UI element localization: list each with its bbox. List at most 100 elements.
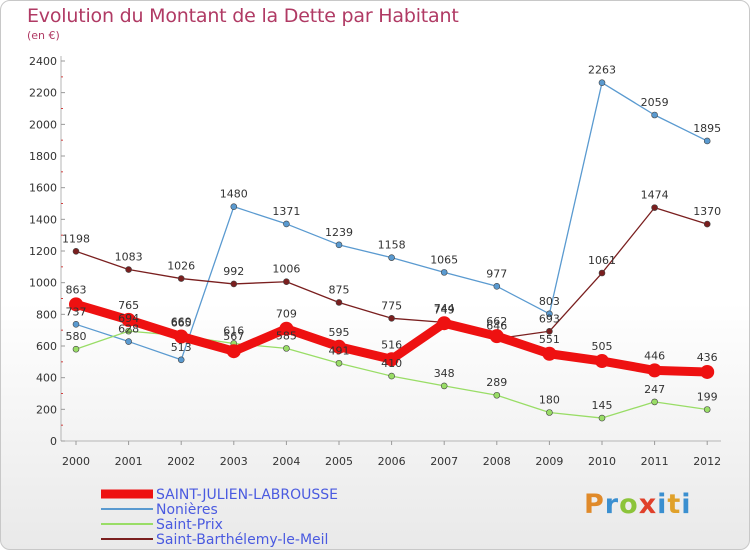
x-tick-label: 2006 <box>378 455 406 468</box>
data-point <box>283 345 290 352</box>
data-label: 803 <box>539 295 560 308</box>
series-saint-barth-lemy-le-meil <box>72 204 711 343</box>
chart-subtitle: (en €) <box>27 29 60 42</box>
data-point <box>177 275 185 282</box>
data-point <box>437 316 452 331</box>
y-tick-label: 1400 <box>29 213 57 226</box>
data-label: 580 <box>66 330 87 343</box>
data-point <box>335 241 343 249</box>
data-label: 662 <box>486 315 507 328</box>
y-tick-label: 800 <box>36 308 57 321</box>
data-label: 765 <box>118 299 139 312</box>
data-point <box>598 79 606 86</box>
data-label: 505 <box>592 340 613 353</box>
data-point <box>125 338 132 345</box>
data-label: 1895 <box>693 122 721 135</box>
data-label: 646 <box>486 320 507 333</box>
x-tick-label: 2010 <box>588 455 616 468</box>
data-label: 289 <box>486 376 507 389</box>
data-label: 1370 <box>693 205 721 218</box>
data-label: 744 <box>434 302 455 315</box>
data-point <box>384 352 399 367</box>
data-point <box>595 354 609 369</box>
x-tick-label: 2009 <box>535 455 563 468</box>
x-tick-label: 2000 <box>62 455 90 468</box>
data-point <box>69 297 83 312</box>
y-tick-label: 2000 <box>29 118 57 131</box>
data-label: 1026 <box>167 260 195 273</box>
data-point <box>598 414 606 422</box>
data-label: 1065 <box>430 253 458 266</box>
data-label: 491 <box>329 344 350 357</box>
proxiti-logo: Proxiti <box>584 489 692 520</box>
data-label: 513 <box>171 341 192 354</box>
data-label: 775 <box>381 299 402 312</box>
x-tick-label: 2005 <box>325 455 353 468</box>
data-label: 1006 <box>272 263 300 276</box>
data-label: 1158 <box>378 239 406 252</box>
data-label: 1474 <box>641 189 669 202</box>
data-point <box>703 406 711 413</box>
x-tick-label: 2008 <box>483 455 511 468</box>
data-label: 628 <box>118 323 139 336</box>
chart-legend: SAINT-JULIEN-LABROUSSENonièresSaint-Prix… <box>101 487 338 548</box>
data-point <box>651 111 658 119</box>
data-point <box>121 312 136 327</box>
data-labels-layer: 737 628 513 1480 1371 1239 1158 1065 977 803 2263 2… <box>62 64 721 412</box>
data-label: 992 <box>223 265 244 278</box>
data-point <box>598 269 606 277</box>
data-point <box>279 321 294 336</box>
data-label: 977 <box>486 267 507 280</box>
data-label: 551 <box>539 333 560 346</box>
series-saint-julien-labrousse <box>69 297 715 379</box>
legend-label: SAINT-JULIEN-LABROUSSE <box>156 487 338 503</box>
y-tick-label: 1600 <box>29 182 57 195</box>
legend-label: Saint-Barthélemy-le-Meil <box>156 532 328 548</box>
data-point <box>335 299 343 306</box>
data-point <box>700 364 715 379</box>
y-tick-label: 1200 <box>29 245 57 258</box>
x-tick-label: 2004 <box>272 455 300 468</box>
data-label: 875 <box>329 283 350 296</box>
data-point <box>440 382 448 390</box>
data-label: 516 <box>381 338 402 351</box>
data-label: 145 <box>592 399 613 412</box>
data-label: 2263 <box>588 64 616 77</box>
data-label: 1198 <box>62 232 90 245</box>
data-point <box>72 248 80 255</box>
series-noni-res <box>72 79 711 364</box>
data-label: 616 <box>223 324 244 337</box>
x-tick-label: 2001 <box>115 455 143 468</box>
data-point <box>230 280 238 288</box>
data-label: 436 <box>697 351 718 364</box>
y-tick-label: 600 <box>36 340 57 353</box>
data-point <box>283 220 290 228</box>
data-label: 737 <box>66 305 87 318</box>
data-point <box>651 398 658 406</box>
data-label: 348 <box>434 367 455 380</box>
data-point <box>125 266 132 273</box>
data-point <box>489 329 504 344</box>
data-point <box>332 339 346 354</box>
x-tick-label: 2011 <box>641 455 669 468</box>
data-label: 180 <box>539 394 560 407</box>
chart-axes: 0 200 400 600 800 1000 1200 1400 1600 1800 2000 220… <box>29 55 721 468</box>
data-label: 694 <box>118 312 139 325</box>
data-point <box>125 327 132 335</box>
y-tick-label: 2200 <box>29 87 57 100</box>
data-label: 595 <box>329 326 350 339</box>
data-point <box>546 310 553 318</box>
data-point <box>226 344 241 359</box>
data-point <box>647 363 662 378</box>
data-point <box>388 314 395 322</box>
data-point <box>546 409 553 416</box>
data-label: 410 <box>381 357 402 370</box>
data-label: 1371 <box>272 205 300 218</box>
data-point <box>542 346 557 361</box>
data-point <box>283 278 290 286</box>
data-label: 567 <box>223 330 244 343</box>
y-tick-label: 1000 <box>29 277 57 290</box>
data-label: 709 <box>276 308 297 321</box>
y-tick-label: 200 <box>36 403 57 416</box>
